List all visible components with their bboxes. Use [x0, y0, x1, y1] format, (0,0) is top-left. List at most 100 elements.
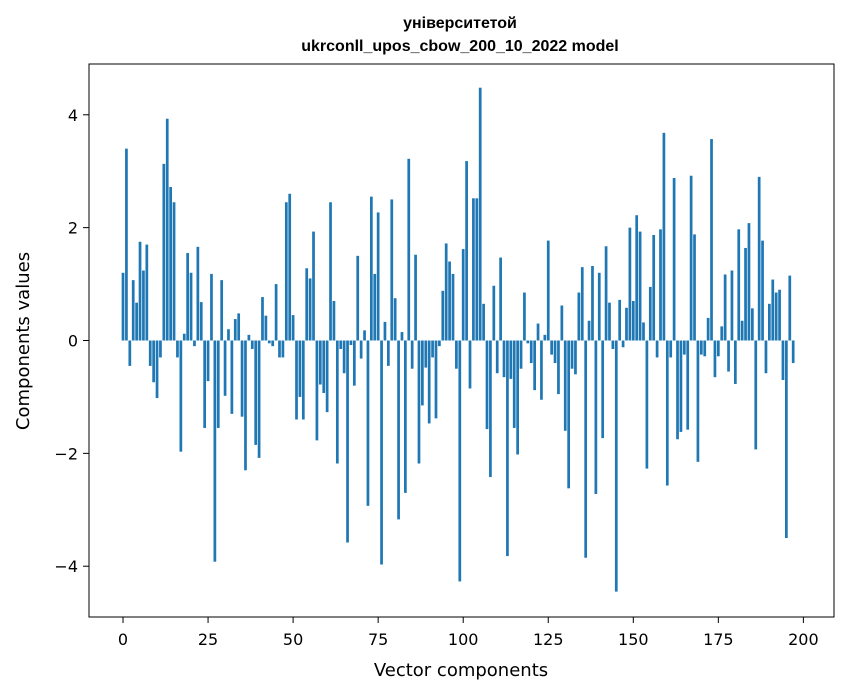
bar	[159, 340, 162, 358]
bar	[424, 340, 428, 368]
bar	[203, 340, 207, 428]
bar	[468, 340, 472, 389]
bar	[349, 340, 353, 346]
bar	[281, 340, 285, 358]
bar	[682, 340, 686, 355]
bar	[591, 266, 594, 341]
bar	[172, 202, 176, 341]
bar	[475, 198, 479, 341]
bar	[227, 329, 230, 341]
bar	[676, 340, 679, 440]
bar	[230, 340, 234, 414]
bar	[506, 340, 509, 557]
bar	[492, 285, 496, 341]
bar	[570, 340, 574, 369]
bar	[584, 340, 588, 558]
bar	[512, 340, 516, 428]
bar	[659, 229, 662, 341]
bar	[295, 340, 298, 420]
bar	[730, 270, 734, 341]
bar	[267, 340, 271, 344]
bar	[169, 187, 172, 341]
bar	[363, 330, 366, 341]
bar	[193, 340, 196, 347]
bar	[567, 340, 571, 489]
bar	[652, 234, 656, 341]
bar	[376, 212, 380, 341]
bar	[352, 340, 356, 386]
bar	[744, 247, 747, 341]
bar	[499, 257, 502, 341]
chart-subtitle: ukrconll_upos_cbow_200_10_2022 model	[301, 38, 618, 55]
bar	[322, 340, 326, 393]
bar	[390, 199, 394, 341]
bar	[346, 340, 349, 543]
bar	[696, 340, 700, 462]
bar	[380, 340, 383, 565]
bar	[703, 340, 707, 357]
bar	[580, 267, 584, 341]
bar	[723, 274, 727, 341]
bar	[771, 279, 775, 341]
bar	[502, 340, 506, 378]
bar	[577, 292, 581, 341]
bar	[778, 289, 781, 341]
bar	[727, 340, 730, 372]
bar	[339, 340, 343, 349]
bar	[162, 163, 166, 341]
bar	[472, 198, 475, 341]
bar	[145, 244, 149, 341]
y-tick-label: −2	[54, 444, 78, 463]
bar	[751, 308, 754, 341]
bar	[458, 340, 462, 582]
bar	[421, 340, 424, 406]
bar	[176, 340, 179, 358]
bar	[278, 340, 281, 358]
bar	[536, 323, 540, 341]
bars-group	[121, 87, 795, 592]
bar	[206, 340, 210, 382]
y-tick-label: 2	[68, 219, 78, 238]
bar	[335, 340, 339, 464]
x-tick-label: 100	[448, 630, 479, 649]
bar	[665, 340, 669, 486]
bar	[250, 340, 254, 349]
bar	[764, 340, 768, 374]
bar	[135, 302, 138, 341]
bar	[774, 292, 778, 341]
bar	[240, 340, 244, 417]
bar	[788, 275, 792, 341]
bar	[165, 118, 169, 341]
bar	[757, 176, 761, 341]
bar	[383, 321, 387, 341]
bar	[431, 340, 434, 358]
bar	[716, 340, 720, 357]
bar	[785, 340, 788, 538]
bar	[373, 273, 377, 341]
bar	[601, 340, 605, 439]
bar	[291, 315, 295, 341]
bar	[478, 87, 482, 341]
bar	[332, 301, 336, 341]
bar	[138, 241, 142, 341]
bar	[482, 303, 485, 341]
bar	[557, 340, 560, 395]
bar	[791, 340, 795, 364]
bar	[553, 340, 557, 364]
bar	[220, 280, 224, 341]
bar	[155, 340, 159, 399]
bar	[737, 229, 741, 341]
bar	[611, 340, 615, 349]
bar	[329, 202, 332, 341]
bar	[189, 272, 193, 341]
bar	[298, 340, 302, 397]
bar	[441, 290, 445, 341]
bar	[519, 340, 523, 369]
bar	[540, 340, 543, 400]
bar	[244, 340, 247, 471]
bar	[359, 340, 363, 359]
bar	[747, 223, 751, 341]
bar	[308, 278, 312, 341]
bar	[733, 340, 737, 384]
